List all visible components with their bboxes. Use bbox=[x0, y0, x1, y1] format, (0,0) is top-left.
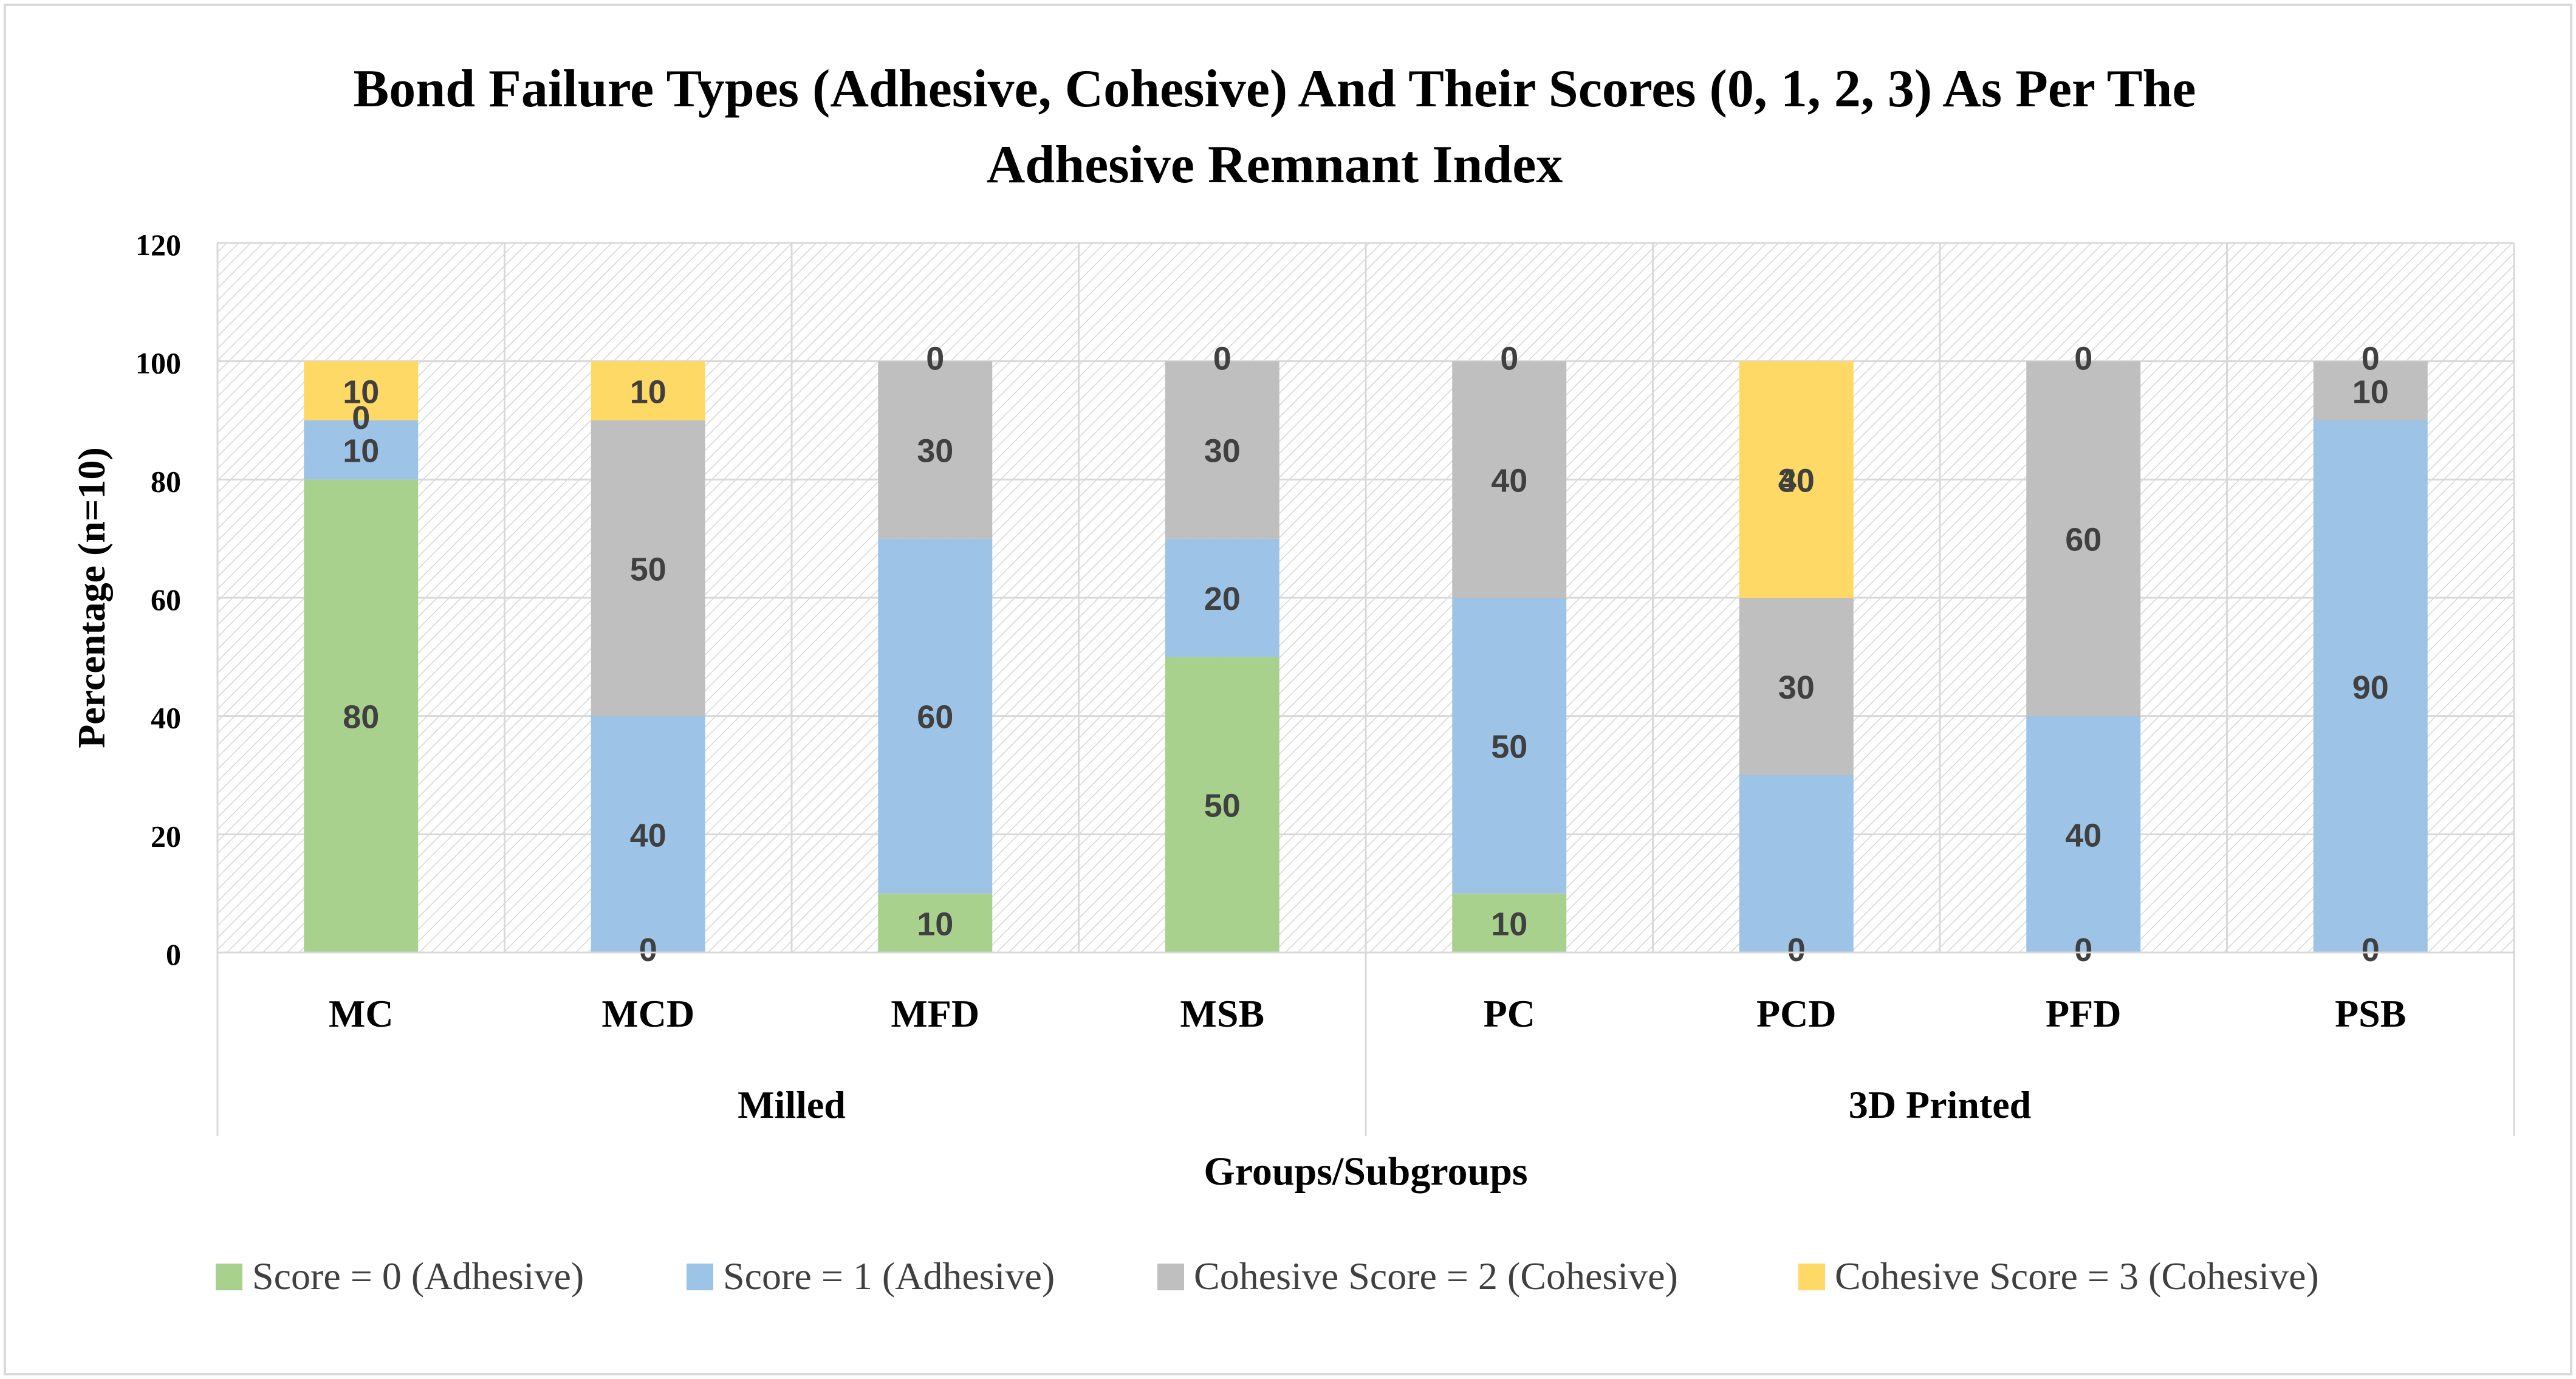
data-label-psb: 10 bbox=[2352, 374, 2389, 410]
bar-mcd-series-1 bbox=[591, 716, 705, 953]
x-tick-label: PFD bbox=[2046, 992, 2121, 1035]
y-tick-label: 100 bbox=[135, 346, 181, 380]
legend-swatch bbox=[1798, 1264, 1825, 1290]
data-labels: 8010010040501010603005020300105040003030… bbox=[343, 341, 2389, 968]
bar-pc-series-2 bbox=[1452, 361, 1567, 598]
data-label-mc: 80 bbox=[343, 699, 379, 736]
bar-pcd-series-2 bbox=[1739, 598, 1854, 775]
y-tick-label: 20 bbox=[151, 819, 181, 853]
y-tick-label: 0 bbox=[166, 937, 181, 971]
legend-label: Cohesive Score = 3 (Cohesive) bbox=[1835, 1254, 2319, 1298]
y-tick-label: 120 bbox=[135, 228, 181, 262]
bar-mcd-series-2 bbox=[591, 420, 705, 716]
group-label: Milled bbox=[738, 1083, 846, 1126]
data-label-pc: 50 bbox=[1491, 728, 1527, 765]
data-label-mc: 0 bbox=[352, 400, 370, 436]
bar-mc-series-1 bbox=[304, 420, 419, 480]
bar-msb-series-1 bbox=[1165, 538, 1279, 657]
data-label-psb: 0 bbox=[2362, 932, 2380, 968]
bar-mfd-series-0 bbox=[878, 893, 993, 953]
data-label-msb: 20 bbox=[1204, 581, 1241, 617]
data-label-msb: 0 bbox=[1213, 341, 1231, 377]
y-tick-label: 80 bbox=[151, 464, 181, 498]
bar-pcd-series-3 bbox=[1739, 361, 1854, 598]
bar-pc-series-0 bbox=[1452, 893, 1567, 953]
bar-mc-series-0 bbox=[304, 479, 419, 953]
bar-msb-series-2 bbox=[1165, 361, 1279, 539]
data-label-pcd: 30 bbox=[1778, 669, 1815, 706]
bar-mc-series-3 bbox=[304, 361, 419, 420]
legend: Score = 0 (Adhesive) Score = 1 (Adhesive)… bbox=[216, 1254, 2319, 1298]
bar-pfd-series-2 bbox=[2026, 361, 2141, 716]
x-tick-label: PC bbox=[1484, 992, 1535, 1035]
data-label-psb: 0 bbox=[2362, 341, 2380, 377]
data-label-msb: 50 bbox=[1204, 788, 1241, 824]
data-label-psb: 90 bbox=[2352, 669, 2389, 706]
data-label-pcd: 30 bbox=[1778, 462, 1815, 499]
bars bbox=[304, 361, 2428, 953]
data-label-mfd: 30 bbox=[917, 433, 953, 470]
bar-pfd-series-1 bbox=[2026, 716, 2141, 953]
data-label-mcd: 10 bbox=[630, 374, 666, 410]
bar-mfd-series-1 bbox=[878, 538, 993, 894]
y-tick-label: 60 bbox=[151, 583, 181, 617]
chart-title-line-1: Bond Failure Types (Adhesive, Cohesive) … bbox=[354, 60, 2196, 118]
legend-swatch bbox=[216, 1264, 242, 1290]
legend-label: Score = 1 (Adhesive) bbox=[723, 1254, 1055, 1298]
x-tick-label: MFD bbox=[891, 992, 979, 1035]
data-label-pcd: 40 bbox=[1778, 462, 1815, 499]
x-tick-label: PSB bbox=[2335, 992, 2406, 1035]
data-label-pcd: 0 bbox=[1787, 932, 1806, 968]
data-label-mfd: 60 bbox=[917, 699, 953, 736]
data-label-mcd: 40 bbox=[630, 817, 666, 854]
data-label-mcd: 50 bbox=[630, 551, 666, 587]
bar-pcd-series-1 bbox=[1739, 775, 1854, 953]
data-label-mfd: 0 bbox=[926, 341, 944, 377]
y-tick-label: 40 bbox=[151, 701, 181, 735]
data-label-mfd: 10 bbox=[917, 906, 953, 942]
data-label-mc: 10 bbox=[343, 433, 379, 470]
bar-pc-series-1 bbox=[1452, 598, 1567, 894]
x-tick-label: MC bbox=[329, 992, 394, 1035]
bar-psb-series-1 bbox=[2313, 420, 2428, 953]
bar-msb-series-0 bbox=[1165, 657, 1279, 953]
bar-psb-series-2 bbox=[2313, 361, 2428, 420]
data-label-pfd: 0 bbox=[2074, 932, 2092, 968]
y-axis: 0 20 40 60 80 100 120 bbox=[135, 228, 181, 971]
data-label-pc: 10 bbox=[1491, 906, 1527, 942]
data-label-pfd: 0 bbox=[2074, 341, 2092, 377]
data-label-pfd: 40 bbox=[2065, 817, 2102, 854]
bar-mcd-series-3 bbox=[591, 361, 705, 420]
data-label-pc: 0 bbox=[1500, 341, 1518, 377]
data-label-msb: 30 bbox=[1204, 433, 1241, 470]
data-label-mcd: 0 bbox=[639, 932, 657, 968]
bar-mfd-series-2 bbox=[878, 361, 993, 539]
data-label-pfd: 60 bbox=[2065, 522, 2102, 558]
x-tick-label: MCD bbox=[601, 992, 694, 1035]
legend-swatch bbox=[1157, 1264, 1184, 1290]
x-tick-label: PCD bbox=[1756, 992, 1837, 1035]
legend-label: Cohesive Score = 2 (Cohesive) bbox=[1194, 1254, 1678, 1298]
y-axis-title: Percentage (n=10) bbox=[70, 447, 113, 748]
legend-label: Score = 0 (Adhesive) bbox=[252, 1254, 584, 1298]
chart-title-line-2: Adhesive Remnant Index bbox=[987, 135, 1563, 194]
legend-swatch bbox=[687, 1264, 713, 1290]
x-axis-title: Groups/Subgroups bbox=[1204, 1149, 1527, 1194]
x-axis: MC MCD MFD MSB PC PCD PFD PSB Milled 3D Printed bbox=[216, 951, 2515, 1136]
data-label-mc: 10 bbox=[343, 374, 379, 410]
x-tick-label: MSB bbox=[1180, 992, 1264, 1035]
data-label-pc: 40 bbox=[1491, 462, 1527, 499]
group-label: 3D Printed bbox=[1849, 1083, 2031, 1126]
